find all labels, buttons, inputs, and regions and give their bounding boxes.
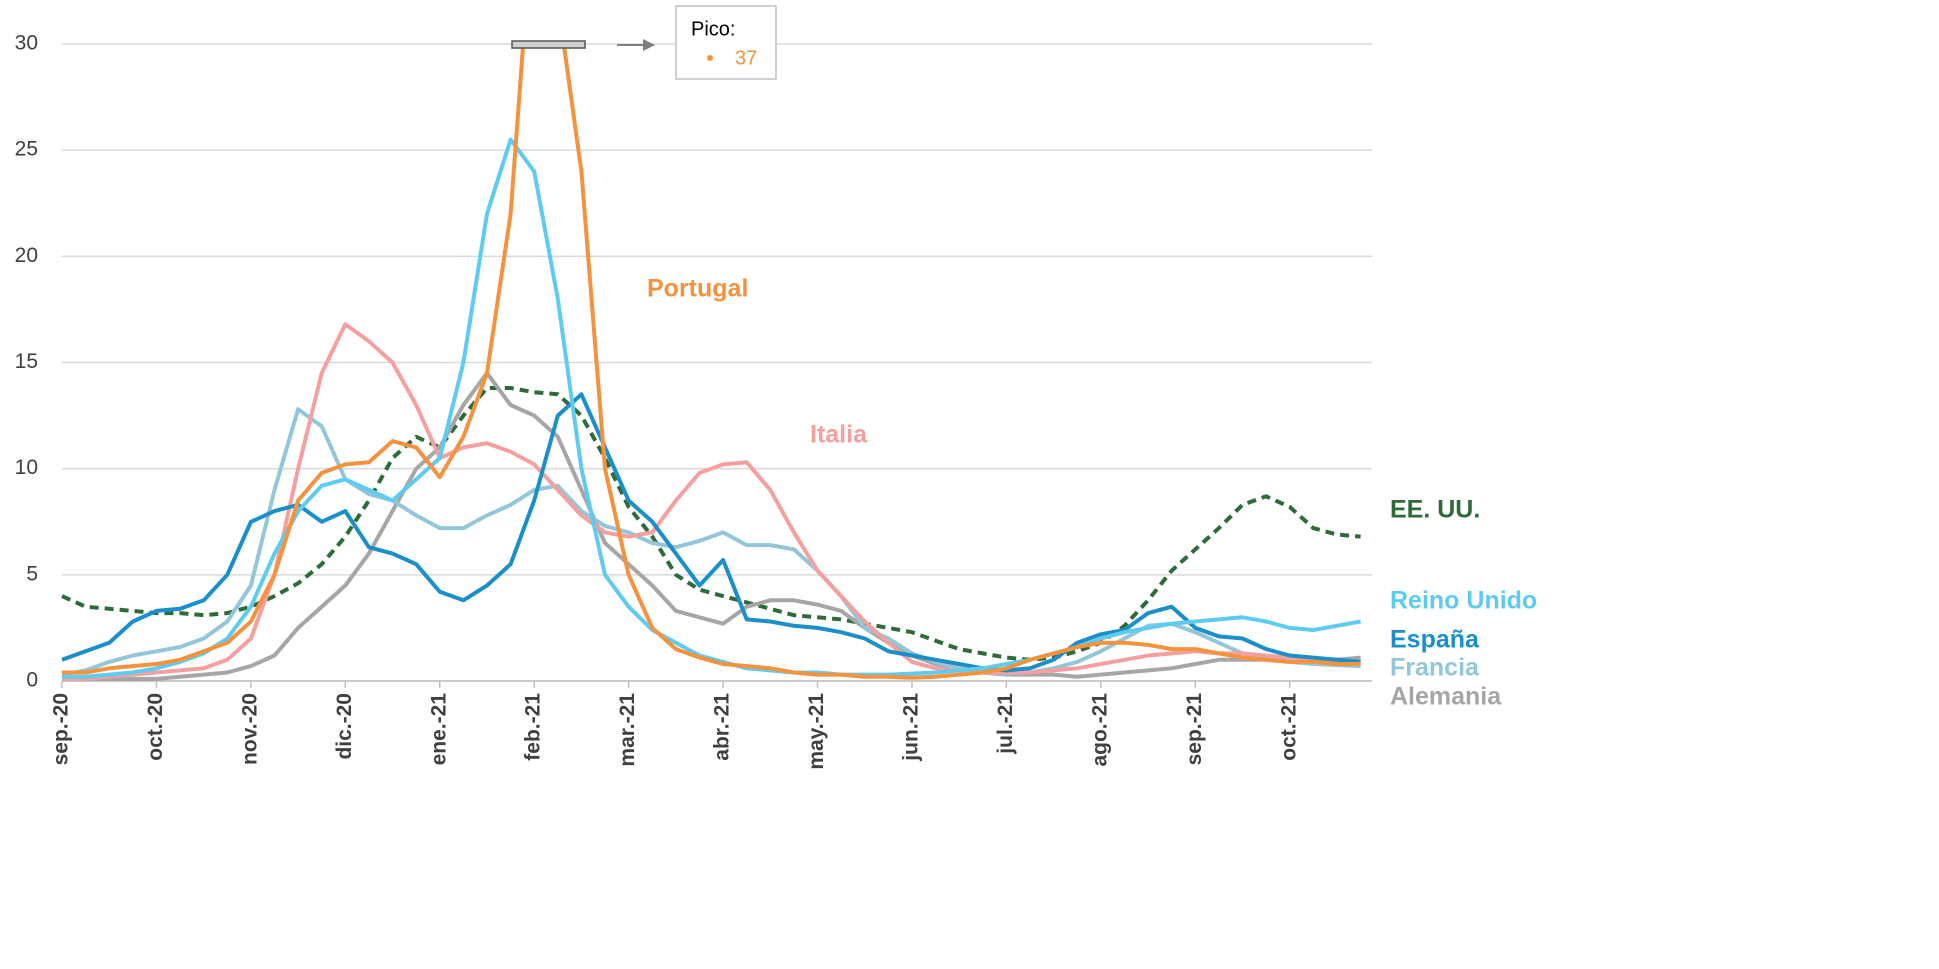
- annotation-arrowhead: [643, 39, 655, 51]
- grid: 0 5 10 15 20 25 30 sep.-20 oct.-20 nov.-20 dic.-20…: [15, 32, 1372, 770]
- x-tick-label: ene.-21: [427, 693, 450, 766]
- x-tick-label: jun.-21: [900, 693, 923, 762]
- y-tick-label: 0: [26, 669, 38, 692]
- x-tick-label: may.-21: [805, 693, 828, 770]
- annotation-bullet: [707, 55, 713, 61]
- series-line: [62, 137, 1361, 679]
- x-tick-label: oct.-20: [144, 693, 167, 761]
- series-label: Italia: [810, 421, 868, 449]
- y-tick-label: 15: [15, 350, 38, 373]
- x-tick-label: mar.-21: [616, 693, 639, 767]
- x-tick-label: abr.-21: [711, 693, 734, 761]
- annotation-box: [675, 5, 777, 80]
- series-label: Alemania: [1390, 683, 1502, 711]
- series-line: [61, 386, 1361, 662]
- x-tick-label: nov.-20: [238, 693, 261, 765]
- series-line: [62, 371, 1361, 681]
- x-tick-label: sep.-21: [1183, 693, 1206, 766]
- series-line: [61, 407, 1361, 677]
- series-line: [61, 392, 1361, 673]
- y-tick-label: 10: [15, 456, 38, 479]
- plot-area: [61, 44, 1361, 681]
- x-tick-label: sep.-20: [50, 693, 73, 765]
- y-tick-label: 5: [26, 562, 38, 585]
- series-label: Portugal: [647, 275, 748, 303]
- series-line: [62, 44, 1361, 680]
- x-tick-label: ago.-21: [1088, 693, 1111, 767]
- series-label: EE. UU.: [1390, 496, 1480, 524]
- series-label: Reino Unido: [1390, 587, 1537, 615]
- y-tick-label: 25: [15, 138, 38, 161]
- series-label: España: [1390, 626, 1480, 654]
- peak-marker: [511, 40, 586, 49]
- x-tick-label: dic.-20: [333, 693, 356, 760]
- x-tick-label: feb.-21: [522, 693, 545, 761]
- x-tick-label: jul.-21: [994, 693, 1017, 755]
- x-tick-label: oct.-21: [1277, 693, 1300, 761]
- annotation-title: Pico:: [691, 18, 735, 40]
- series-label: Francia: [1390, 654, 1480, 682]
- annotation-value: 37: [735, 47, 757, 69]
- y-tick-label: 30: [15, 32, 38, 55]
- y-tick-label: 20: [15, 244, 38, 267]
